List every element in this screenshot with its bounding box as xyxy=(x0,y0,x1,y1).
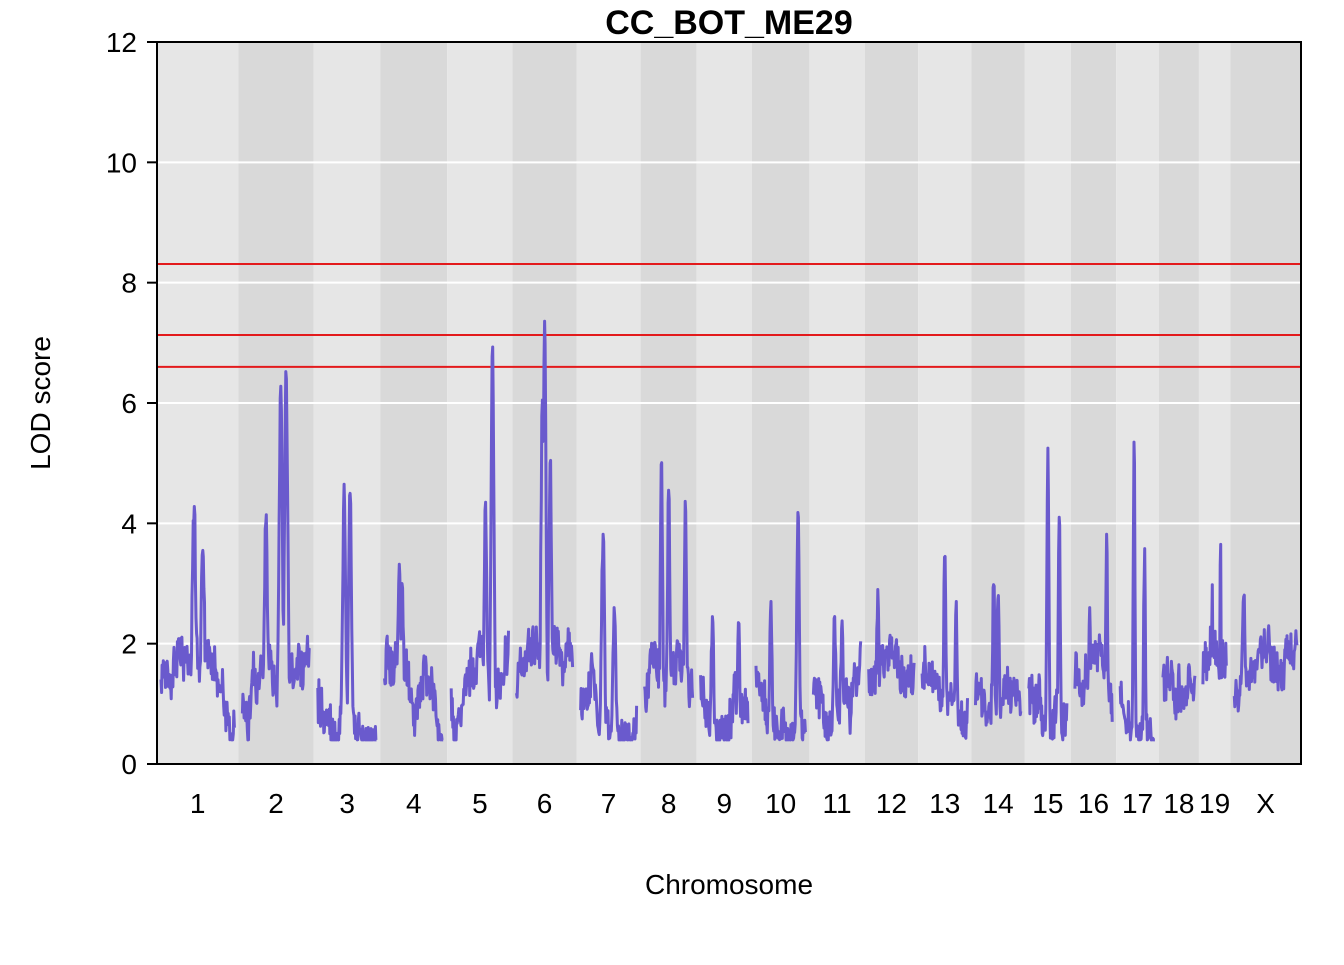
x-tick-label-13: 13 xyxy=(929,788,960,819)
lod-line-chr-9 xyxy=(699,615,750,742)
x-tick-label-17: 17 xyxy=(1122,788,1153,819)
x-tick-label-X: X xyxy=(1256,788,1275,819)
x-tick-label-1: 1 xyxy=(190,788,206,819)
x-axis: 1 2 3 4 5 6 7 8 9 10 11 12 13 14 15 16 17 18 19 X xyxy=(190,788,1275,819)
x-tick-label-11: 11 xyxy=(823,788,852,819)
chart-title: CC_BOT_ME29 xyxy=(605,4,853,42)
y-tick-label-0: 0 xyxy=(121,749,137,780)
lod-line-chr-12 xyxy=(867,588,916,699)
y-axis: 0 2 4 6 8 10 12 xyxy=(106,27,157,780)
lod-line-chr-2 xyxy=(240,370,312,742)
threshold-lines xyxy=(157,263,1301,368)
lod-line-chr-18 xyxy=(1161,655,1197,721)
lod-line-chr-6 xyxy=(515,319,575,699)
x-axis-label: Chromosome xyxy=(645,869,813,900)
lod-line-chr-17 xyxy=(1118,440,1156,742)
lod-line-chr-19 xyxy=(1201,542,1228,685)
x-tick-label-16: 16 xyxy=(1078,788,1109,819)
y-tick-label-2: 2 xyxy=(121,629,137,660)
x-tick-label-19: 19 xyxy=(1199,788,1230,819)
x-tick-label-10: 10 xyxy=(765,788,796,819)
lod-line-chr-5 xyxy=(449,345,510,742)
x-tick-label-7: 7 xyxy=(601,788,617,819)
lod-line-chr-15 xyxy=(1027,446,1069,742)
lod-line-chr-16 xyxy=(1073,532,1114,722)
x-tick-label-2: 2 xyxy=(268,788,284,819)
y-tick-label-6: 6 xyxy=(121,388,137,419)
lod-line-chr-8 xyxy=(643,461,695,713)
lod-line-chr-14 xyxy=(974,583,1023,727)
x-tick-label-15: 15 xyxy=(1032,788,1063,819)
lod-line-chr-3 xyxy=(316,482,378,742)
x-tick-label-8: 8 xyxy=(661,788,677,819)
y-tick-label-4: 4 xyxy=(121,508,137,539)
lod-line-chr-10 xyxy=(754,511,807,742)
x-tick-label-4: 4 xyxy=(406,788,422,819)
x-tick-label-6: 6 xyxy=(537,788,553,819)
lod-curve xyxy=(159,319,1299,742)
x-tick-label-14: 14 xyxy=(983,788,1014,819)
x-tick-label-12: 12 xyxy=(876,788,907,819)
x-tick-label-9: 9 xyxy=(717,788,733,819)
y-tick-label-12: 12 xyxy=(106,27,137,58)
x-tick-label-3: 3 xyxy=(339,788,355,819)
x-tick-label-18: 18 xyxy=(1163,788,1194,819)
lod-line-chr-7 xyxy=(579,532,639,742)
y-tick-label-10: 10 xyxy=(106,147,137,178)
lod-line-chr-11 xyxy=(811,615,863,742)
y-axis-label: LOD score xyxy=(25,336,56,470)
lod-line-chr-1 xyxy=(159,505,236,742)
lod-line-chr-4 xyxy=(383,562,445,742)
x-tick-label-5: 5 xyxy=(472,788,488,819)
y-tick-label-8: 8 xyxy=(121,268,137,299)
lod-line-chr-13 xyxy=(920,554,969,740)
lod-line-chr-X xyxy=(1232,593,1299,713)
